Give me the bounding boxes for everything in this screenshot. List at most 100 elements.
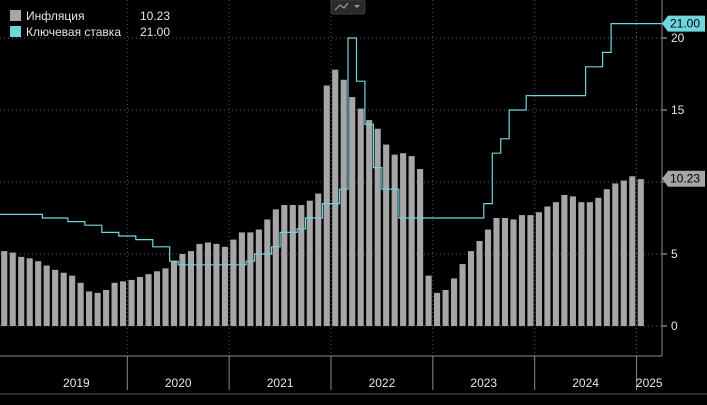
callout-inflation: 10.23 [662,170,705,187]
inflation-bar [578,202,585,326]
inflation-bar [518,215,526,326]
y-tick-label: 5 [671,247,678,261]
inflation-bar [162,268,169,326]
inflation-bar [569,196,576,326]
chart-type-button[interactable] [330,0,366,15]
legend-value-inflation: 10.23 [140,9,170,23]
inflation-bar [612,183,619,326]
inflation-bar [60,272,67,326]
inflation-bar [281,205,288,326]
inflation-bar [434,292,441,326]
inflation-bar [9,252,16,326]
inflation-bar [111,282,118,326]
inflation-bar [586,202,593,326]
inflation-bar [247,232,254,326]
inflation-bar [417,169,424,326]
inflation-bar [43,265,50,326]
inflation-bar [35,261,42,326]
inflation-bar [501,218,509,326]
callout-key-rate: 21.00 [662,15,705,32]
inflation-bar [408,156,415,326]
inflation-bar [170,261,178,326]
inflation-bar [187,251,195,326]
inflation-bar [603,189,610,326]
key-rate-line-layer [0,23,662,266]
grid [0,0,662,356]
inflation-bar [77,282,84,326]
callout-inflation-value: 10.23 [670,172,700,186]
inflation-bar [391,154,398,326]
legend-value-key-rate: 21.00 [140,25,170,39]
y-tick-label: 0 [671,319,678,333]
inflation-bar [230,239,237,326]
inflation-bar [18,256,25,326]
inflation-bar [86,291,93,326]
legend-label-key-rate: Ключевая ставка [26,25,121,39]
inflation-bar [451,278,458,326]
inflation-bar [213,243,220,326]
y-tick-label: 20 [671,31,685,45]
key-rate-line [0,23,662,266]
inflation-bar [103,290,110,326]
line-chart-icon [334,2,349,11]
inflation-bar [136,277,144,326]
inflation-bar [357,108,364,326]
inflation-bars [1,69,644,327]
inflation-bar [510,219,517,326]
inflation-bar [332,69,339,327]
inflation-bar [552,202,559,326]
inflation-bar [620,180,627,326]
inflation-bar [493,218,500,326]
inflation-bar [340,79,347,326]
inflation-bar [442,290,449,326]
inflation-bar [349,97,356,326]
inflation-bar [595,197,602,326]
year-label: 2023 [470,376,497,390]
inflation-bar [264,219,271,326]
inflation-bar [52,269,59,326]
inflation-bar [306,200,313,326]
inflation-bar [204,242,211,326]
legend-swatch-inflation [10,10,21,21]
inflation-bar [1,251,8,326]
chevron-down-icon [354,5,360,8]
inflation-bar [26,258,33,326]
year-label: 2025 [636,376,663,390]
inflation-bar [128,279,135,326]
legend-label-inflation: Инфляция [26,9,84,23]
inflation-bar [383,144,390,326]
inflation-bar [561,194,568,326]
inflation-bar [153,271,161,326]
inflation-bar [221,246,228,326]
inflation-bar [289,205,296,326]
inflation-bar [629,176,636,326]
inflation-bar [94,292,101,326]
inflation-bar [467,251,475,326]
inflation-bar [298,205,305,326]
year-label: 2022 [369,376,396,390]
inflation-bar [145,274,152,326]
y-tick-label: 15 [671,103,685,117]
inflation-bar [196,243,203,326]
inflation-bar [255,229,262,326]
year-label: 2019 [63,376,90,390]
inflation-bar [120,281,127,326]
inflation-bar [459,264,466,326]
inflation-bar [323,85,330,327]
inflation-bar [400,153,407,326]
year-label: 2024 [572,376,599,390]
inflation-bar [374,128,381,326]
inflation-bar [315,193,322,326]
legend: Инфляция 10.23 Ключевая ставка 21.00 [10,9,170,39]
inflation-bar [179,254,186,326]
legend-swatch-key-rate [10,26,21,37]
inflation-bar [535,212,542,326]
inflation-bar [637,179,644,326]
inflation-bar [69,275,76,326]
inflation-bar [484,229,492,326]
inflation-bar [425,275,432,326]
inflation-bar [366,120,373,326]
year-label: 2021 [267,376,294,390]
